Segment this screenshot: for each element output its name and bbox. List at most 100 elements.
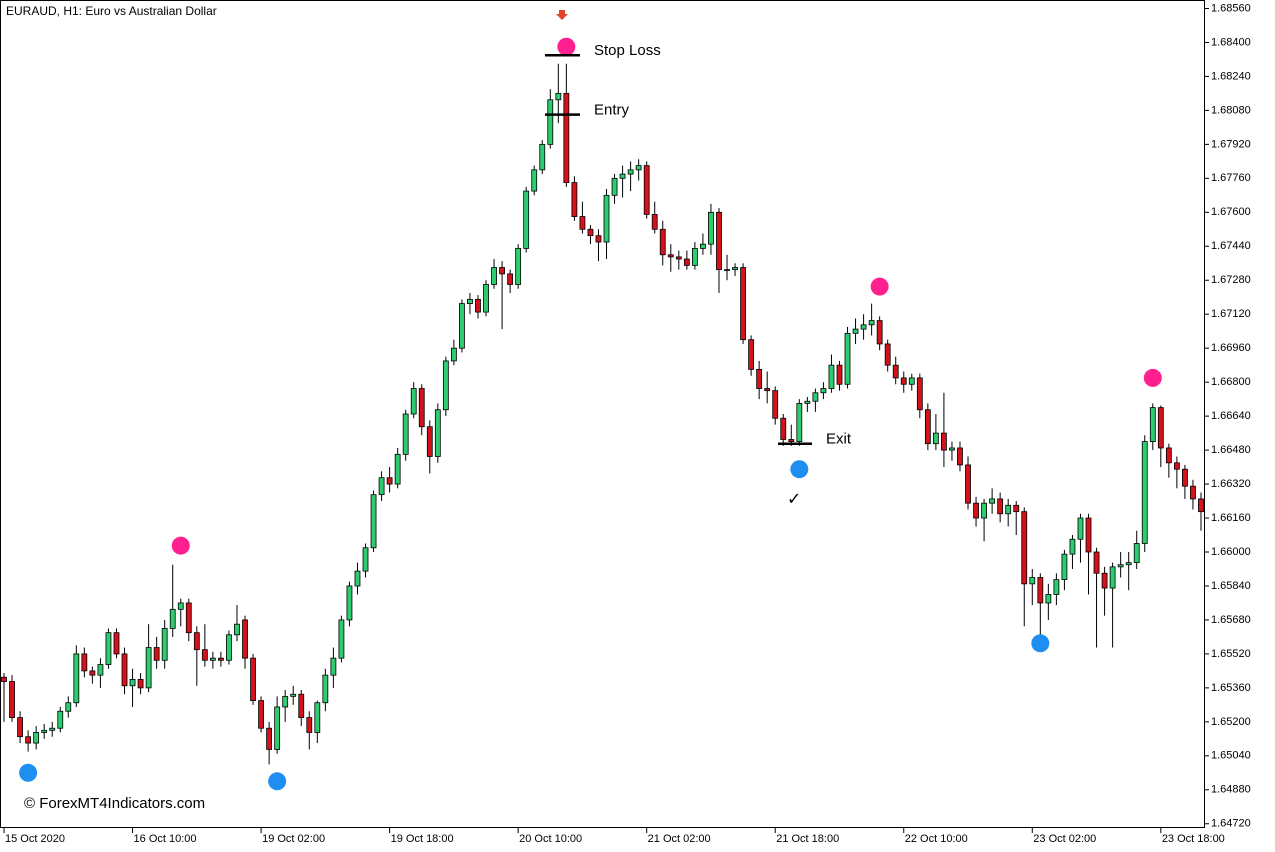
level-label: Exit <box>826 431 852 448</box>
level-label: Stop Loss <box>594 42 661 59</box>
candle-body <box>258 700 264 729</box>
candle-body <box>764 388 771 392</box>
candle-body <box>17 717 23 738</box>
candle-body <box>137 678 144 689</box>
candle-body <box>659 228 666 256</box>
y-tick-label: 1.66480 <box>1211 444 1251 456</box>
candle-body <box>1101 572 1108 589</box>
candle-body <box>282 695 289 708</box>
y-tick-label: 1.67120 <box>1211 308 1251 320</box>
candle-body <box>33 732 40 744</box>
candle-body <box>242 619 248 659</box>
candle-body <box>732 267 738 271</box>
candle-body <box>1198 498 1204 513</box>
candle-body <box>418 388 425 428</box>
candle-body <box>828 364 835 389</box>
candle-body <box>900 377 907 385</box>
candle-body <box>981 502 987 519</box>
y-tick-label: 1.64880 <box>1211 784 1251 796</box>
candle-body <box>1125 562 1132 566</box>
candle-body <box>924 409 931 445</box>
x-tick-label: 15 Oct 2020 <box>5 833 65 845</box>
y-tick-label: 1.67440 <box>1211 240 1251 252</box>
sell-signal <box>870 277 889 296</box>
candle-body <box>9 681 15 718</box>
candle-body <box>121 653 128 687</box>
candle-body <box>1061 553 1068 580</box>
x-tick-label: 21 Oct 02:00 <box>648 833 711 845</box>
candle-body <box>1182 468 1188 487</box>
candle-body <box>499 267 505 275</box>
candle-body <box>346 585 353 621</box>
candle-body <box>113 632 120 655</box>
y-tick-label: 1.67280 <box>1211 274 1251 286</box>
candle-body <box>467 298 473 305</box>
candle-body <box>587 228 594 237</box>
candle-body <box>49 727 56 731</box>
candle-body <box>820 388 827 394</box>
candle-body <box>266 727 273 750</box>
candle-body <box>73 653 80 704</box>
x-tick-label: 22 Oct 10:00 <box>905 833 968 845</box>
y-tick-label: 1.67600 <box>1211 206 1251 218</box>
candle-body <box>957 447 963 466</box>
buy-signal <box>19 763 38 782</box>
candle-body <box>908 377 915 385</box>
candle-body <box>314 702 321 733</box>
candle-body <box>691 247 698 266</box>
candle-body <box>1053 579 1060 595</box>
candle-body <box>370 494 377 549</box>
candle-body <box>338 619 345 659</box>
candle-body <box>193 632 200 651</box>
candle-body <box>354 570 361 587</box>
candle-body <box>965 464 971 504</box>
candle-body <box>941 432 947 451</box>
candle-body <box>1117 564 1124 568</box>
candle-body <box>57 710 64 729</box>
candle-body <box>185 602 192 634</box>
candle-body <box>25 736 32 744</box>
candle-body <box>475 298 481 313</box>
candle-body <box>362 547 369 572</box>
candle-body <box>218 657 224 661</box>
x-tick-label: 16 Oct 10:00 <box>134 833 197 845</box>
candle-body <box>330 657 337 676</box>
candle-body <box>410 388 417 415</box>
candle-body <box>571 182 578 217</box>
y-tick-label: 1.67920 <box>1211 138 1251 150</box>
candle-body <box>635 165 642 171</box>
x-tick-label: 19 Oct 18:00 <box>391 833 454 845</box>
candle-body <box>1133 543 1140 564</box>
candle-body <box>1 676 7 682</box>
candle-body <box>97 664 104 676</box>
y-tick-label: 1.68400 <box>1211 36 1251 48</box>
candle-body <box>700 243 706 249</box>
candle-body <box>1069 538 1076 555</box>
candle-body <box>916 377 923 411</box>
candle-body <box>1021 511 1028 585</box>
candle-body <box>539 143 546 171</box>
candle-body <box>724 269 730 272</box>
candle-body <box>1165 447 1172 464</box>
candle-body <box>65 702 72 712</box>
candle-body <box>209 657 216 661</box>
x-tick-label: 21 Oct 18:00 <box>776 833 839 845</box>
y-tick-label: 1.67760 <box>1211 172 1251 184</box>
x-tick-label: 23 Oct 02:00 <box>1033 833 1096 845</box>
candle-body <box>507 273 514 285</box>
candle-body <box>932 432 939 445</box>
plot-area <box>0 0 1205 828</box>
candle-body <box>226 634 232 661</box>
watermark: © ForexMT4Indicators.com <box>24 795 205 812</box>
candle-body <box>1149 407 1156 442</box>
signal-arrow <box>556 10 568 20</box>
candle-body <box>1109 566 1116 589</box>
candle-body <box>89 670 96 676</box>
candle-body <box>1037 577 1044 604</box>
candle-body <box>378 477 385 496</box>
candle-body <box>651 214 658 230</box>
candle-body <box>1157 407 1164 449</box>
candle-body <box>563 93 570 183</box>
candle-body <box>322 674 329 704</box>
